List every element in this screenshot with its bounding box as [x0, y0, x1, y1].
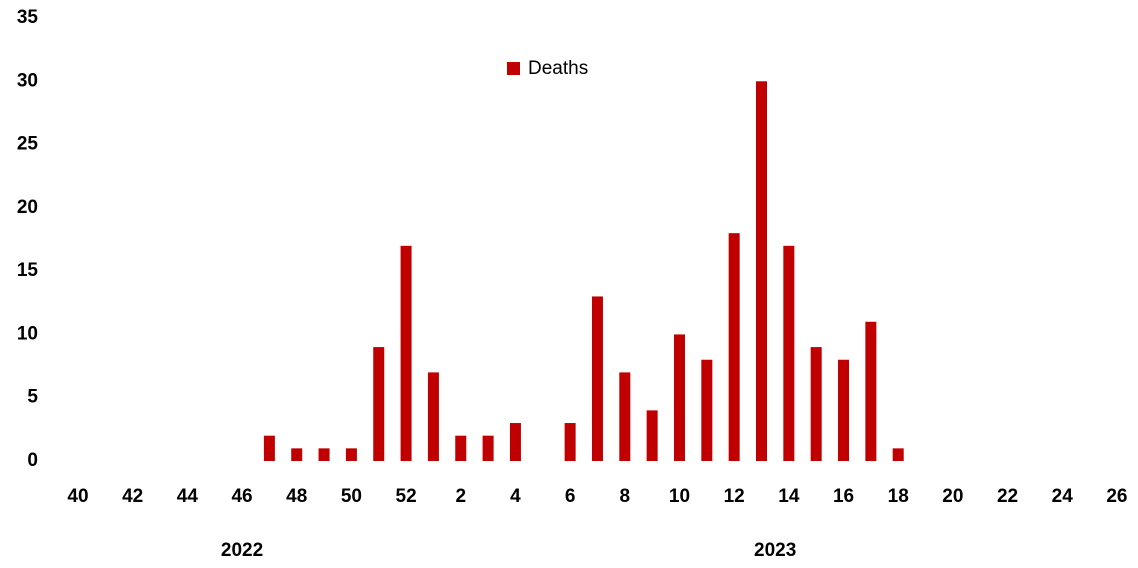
bar — [345, 448, 357, 461]
bar — [783, 245, 795, 461]
bar — [646, 410, 658, 461]
x-tick-label: 20 — [942, 486, 963, 507]
bar — [291, 448, 303, 461]
bar — [728, 233, 740, 461]
bar — [455, 435, 467, 461]
bar — [865, 321, 877, 461]
x-tick-label: 46 — [231, 486, 252, 507]
group-label: 2022 — [221, 540, 263, 561]
bar — [400, 245, 412, 461]
legend-swatch — [507, 62, 520, 75]
x-tick-label: 50 — [341, 486, 362, 507]
y-tick-label: 10 — [17, 323, 38, 344]
x-tick-label: 44 — [177, 486, 199, 507]
x-tick-label: 14 — [778, 486, 800, 507]
y-tick-label: 35 — [17, 7, 39, 28]
bar — [619, 372, 631, 461]
bar — [564, 423, 576, 461]
x-tick-label: 16 — [833, 486, 854, 507]
bar — [482, 435, 494, 461]
x-tick-label: 42 — [122, 486, 143, 507]
x-tick-label: 48 — [286, 486, 307, 507]
y-tick-label: 25 — [17, 134, 39, 155]
bar — [591, 296, 603, 461]
y-tick-label: 5 — [27, 387, 38, 408]
bar — [810, 347, 822, 461]
bar — [673, 334, 685, 461]
bar — [427, 372, 439, 461]
x-tick-label: 10 — [669, 486, 690, 507]
bar — [318, 448, 330, 461]
bar — [509, 423, 521, 461]
x-tick-label: 24 — [1052, 486, 1074, 507]
x-tick-label: 22 — [997, 486, 1018, 507]
x-tick-label: 18 — [888, 486, 909, 507]
x-tick-label: 26 — [1106, 486, 1127, 507]
bar — [701, 359, 713, 461]
legend-label: Deaths — [528, 58, 588, 79]
bar — [892, 448, 904, 461]
bar — [263, 435, 275, 461]
x-tick-label: 40 — [67, 486, 88, 507]
x-tick-label: 52 — [396, 486, 417, 507]
bar — [373, 347, 385, 461]
x-tick-label: 8 — [620, 486, 631, 507]
y-tick-label: 20 — [17, 197, 38, 218]
x-tick-label: 6 — [565, 486, 576, 507]
bar — [838, 359, 850, 461]
x-tick-label: 12 — [724, 486, 745, 507]
y-tick-label: 15 — [17, 260, 39, 281]
y-tick-label: 30 — [17, 70, 38, 91]
bar — [756, 81, 767, 462]
x-tick-label: 2 — [455, 486, 466, 507]
y-tick-label: 0 — [27, 450, 38, 471]
group-label: 2023 — [754, 540, 796, 561]
x-tick-label: 4 — [510, 486, 521, 507]
